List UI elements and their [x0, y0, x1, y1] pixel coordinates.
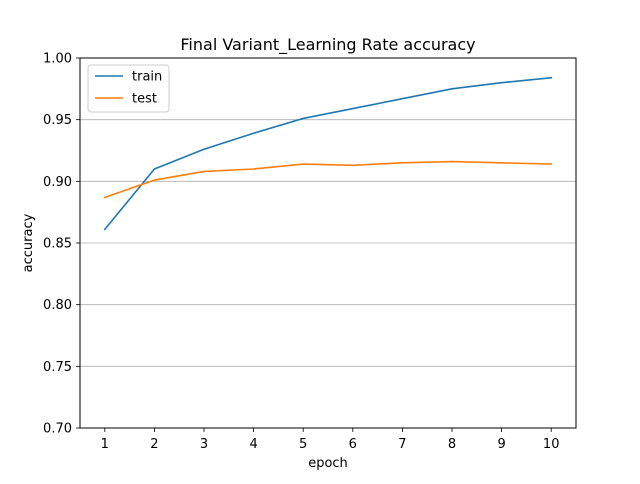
y-tick-label-1: 0.75 — [43, 360, 72, 375]
y-tick-label-3: 0.85 — [43, 237, 72, 252]
x-tick-label-0: 1 — [101, 437, 109, 452]
x-axis-ticks: 1 2 3 4 5 6 7 8 9 10 — [101, 428, 560, 452]
y-axis-ticks: 0.70 0.75 0.80 0.85 0.90 0.95 1.00 — [43, 52, 80, 437]
y-tick-label-6: 1.00 — [43, 52, 72, 67]
y-tick-label-2: 0.80 — [43, 298, 72, 313]
series-line-test — [103, 160, 553, 199]
y-axis-label: accuracy — [21, 213, 36, 272]
chart-title: Final Variant_Learning Rate accuracy — [180, 35, 475, 55]
x-tick-label-2: 3 — [200, 437, 208, 452]
legend: train test — [87, 64, 170, 113]
series-lines — [103, 76, 553, 231]
x-tick-label-4: 5 — [299, 437, 307, 452]
legend-label-test: test — [132, 92, 157, 107]
legend-label-train: train — [132, 70, 162, 85]
x-tick-label-5: 6 — [349, 437, 357, 452]
x-tick-label-8: 9 — [497, 437, 505, 452]
x-tick-label-7: 8 — [448, 437, 456, 452]
y-tick-label-5: 0.95 — [43, 113, 72, 128]
x-axis-label: epoch — [308, 456, 348, 471]
x-tick-label-9: 10 — [543, 437, 560, 452]
y-tick-label-0: 0.70 — [43, 422, 72, 437]
series-line-train — [103, 76, 553, 231]
x-tick-label-1: 2 — [150, 437, 158, 452]
y-tick-label-4: 0.90 — [43, 175, 72, 190]
x-tick-label-6: 7 — [398, 437, 406, 452]
x-tick-label-3: 4 — [249, 437, 257, 452]
